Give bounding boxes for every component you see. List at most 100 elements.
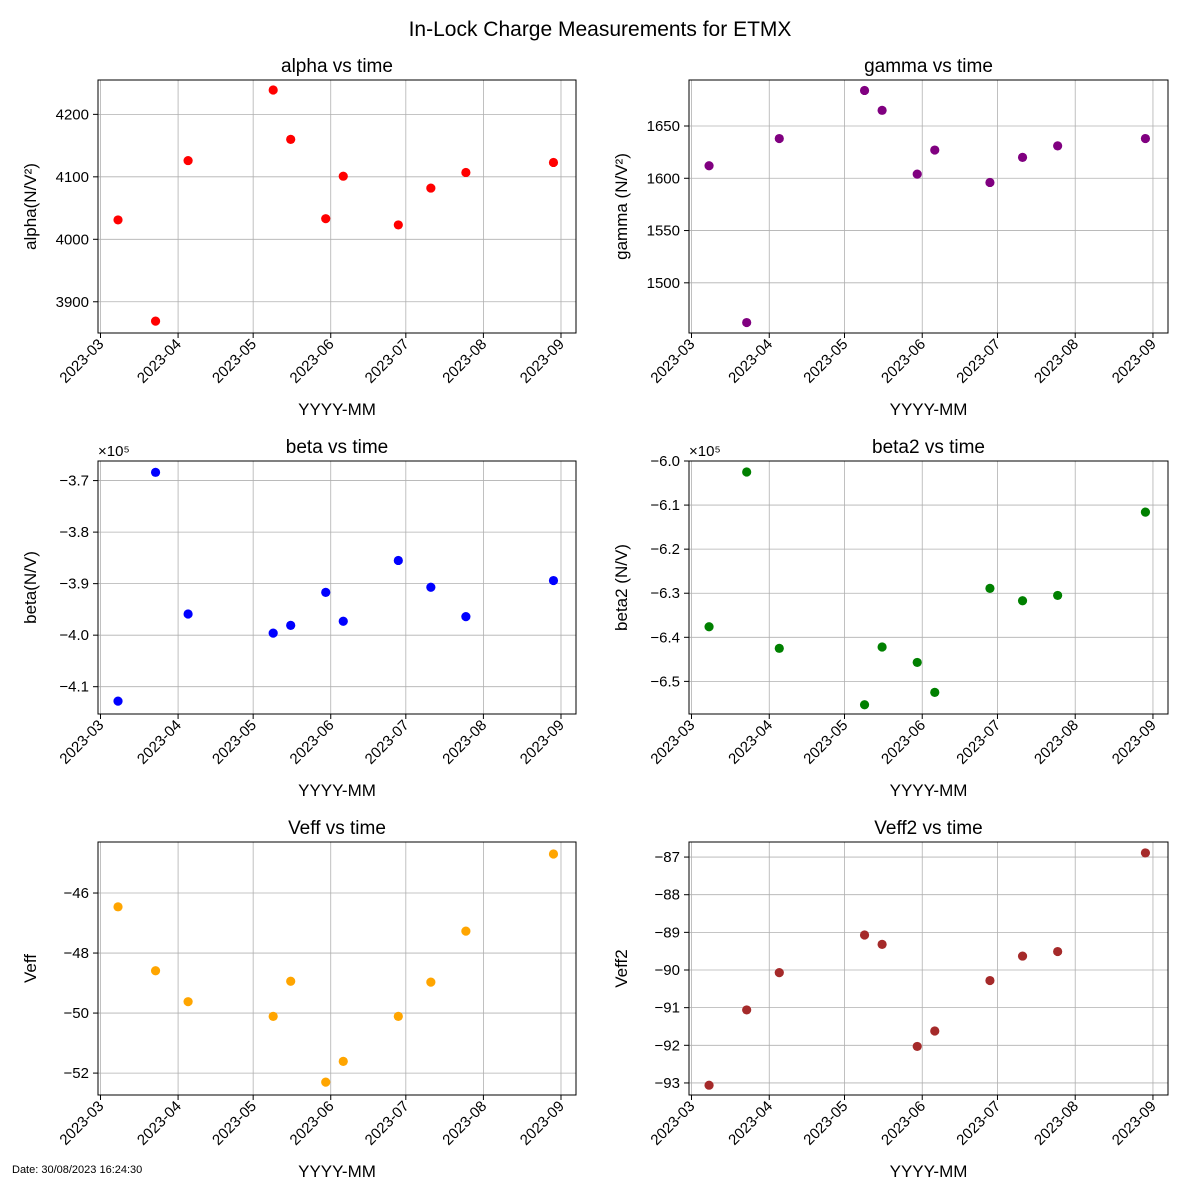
subplot-2: 1500 1550 1600 1650 2023-03 2023-04 2023-05 202… [612, 56, 1169, 419]
data-point [321, 1077, 331, 1087]
subplot-4: −6.5 −6.4 −6.3 −6.2 −6.1 −6.0 2023-03 2023-04 20… [612, 437, 1169, 800]
date-note: Date: 30/08/2023 16:24:30 [12, 1164, 143, 1176]
x-tick-label: 2023-03 [56, 1098, 107, 1149]
data-point [774, 968, 784, 978]
x-tick-label: 2023-03 [647, 1098, 698, 1149]
y-tick-label: −6.1 [650, 497, 680, 514]
x-axis-label: YYYY-MM [298, 781, 376, 800]
x-axis-label: YYYY-MM [298, 400, 376, 419]
y-tick-label: −87 [655, 849, 680, 866]
data-point [286, 134, 296, 144]
data-point [150, 966, 161, 976]
x-tick-label: 2023-05 [209, 1098, 260, 1149]
data-point [704, 161, 714, 171]
y-tick-label: −4.0 [59, 627, 89, 644]
data-point [912, 657, 922, 668]
data-point [912, 169, 922, 179]
x-tick-label: 2023-05 [800, 717, 851, 768]
data-point [461, 612, 471, 622]
data-point [338, 616, 348, 626]
data-point [548, 575, 559, 586]
y-tick-label: 4200 [56, 106, 89, 123]
subplot-title: gamma vs time [864, 56, 993, 77]
y-axis-label: alpha(N/V²) [21, 163, 40, 250]
x-tick-label: 2023-04 [134, 1098, 185, 1149]
data-point [742, 317, 752, 328]
data-point [1140, 848, 1151, 858]
subplot-1: 3900 4000 4100 4200 2023-03 2023-04 2023-05 202… [21, 56, 577, 419]
data-point [930, 1026, 940, 1036]
data-point [912, 1041, 922, 1052]
data-point [742, 1005, 752, 1015]
y-tick-label: −91 [655, 1000, 680, 1017]
data-point [1053, 946, 1063, 957]
x-tick-label: 2023-04 [725, 717, 776, 768]
data-point [321, 587, 331, 597]
data-point [461, 926, 471, 936]
data-point [985, 583, 995, 593]
plot-frame [97, 460, 577, 715]
data-point [393, 555, 403, 566]
x-tick-label: 2023-08 [439, 336, 490, 387]
x-tick-label: 2023-08 [1031, 717, 1082, 768]
y-tick-label: −6.4 [650, 629, 680, 646]
data-point [113, 902, 123, 912]
x-tick-label: 2023-03 [647, 336, 698, 387]
y-tick-label: −6.5 [650, 673, 680, 690]
x-tick-label: 2023-06 [878, 336, 929, 387]
data-point [1140, 133, 1151, 144]
y-tick-label: −89 [655, 924, 680, 941]
data-point [742, 467, 752, 477]
data-point [704, 1080, 714, 1090]
x-tick-label: 2023-09 [517, 1098, 568, 1149]
x-tick-label: 2023-09 [517, 717, 568, 768]
x-tick-label: 2023-03 [56, 717, 107, 768]
y-axis-label: beta2 (N/V) [612, 544, 631, 631]
x-tick-label: 2023-08 [439, 1098, 490, 1149]
data-point [150, 467, 161, 477]
data-point [985, 975, 995, 986]
plot-frame [688, 79, 1169, 334]
y-axis-label: Veff2 [612, 949, 631, 987]
x-tick-label: 2023-09 [517, 336, 568, 387]
y-tick-label: −3.9 [59, 576, 89, 593]
data-point [859, 85, 870, 96]
x-tick-label: 2023-08 [439, 717, 490, 768]
data-point [1053, 590, 1063, 601]
y-tick-label: 4000 [56, 231, 89, 248]
x-tick-label: 2023-03 [647, 717, 698, 768]
y-tick-label: −4.1 [59, 679, 89, 696]
data-point [1140, 507, 1151, 517]
data-point [859, 700, 870, 710]
x-tick-label: 2023-08 [1031, 1098, 1082, 1149]
y-tick-label: −6.3 [650, 585, 680, 602]
subplot-3: −4.1 −4.0 −3.9 −3.8 −3.7 2023-03 2023-04 2023-0… [21, 437, 577, 800]
y-tick-label: −92 [655, 1037, 680, 1054]
x-tick-label: 2023-05 [209, 336, 260, 387]
data-point [150, 316, 161, 326]
subplot-title: beta vs time [286, 437, 388, 458]
data-point [877, 939, 887, 950]
data-point [548, 157, 559, 168]
data-point [338, 1056, 348, 1066]
y-tick-label: −50 [64, 1005, 89, 1022]
x-tick-label: 2023-07 [362, 717, 413, 768]
y-tick-label: −93 [655, 1075, 680, 1092]
y-tick-label: 3900 [56, 294, 89, 311]
x-tick-label: 2023-04 [134, 717, 185, 768]
data-point [774, 643, 784, 653]
data-point [1017, 596, 1028, 606]
x-tick-label: 2023-04 [134, 336, 185, 387]
data-point [321, 214, 331, 224]
y-tick-label: −6.0 [650, 453, 680, 470]
data-point [286, 620, 296, 630]
data-point [877, 105, 887, 115]
y-tick-label: −3.8 [59, 524, 89, 541]
x-tick-label: 2023-07 [362, 1098, 413, 1149]
x-tick-label: 2023-09 [1109, 717, 1160, 768]
data-point [426, 582, 436, 592]
y-tick-label: −3.7 [59, 473, 89, 490]
x-tick-label: 2023-07 [362, 336, 413, 387]
data-point [1017, 951, 1028, 961]
